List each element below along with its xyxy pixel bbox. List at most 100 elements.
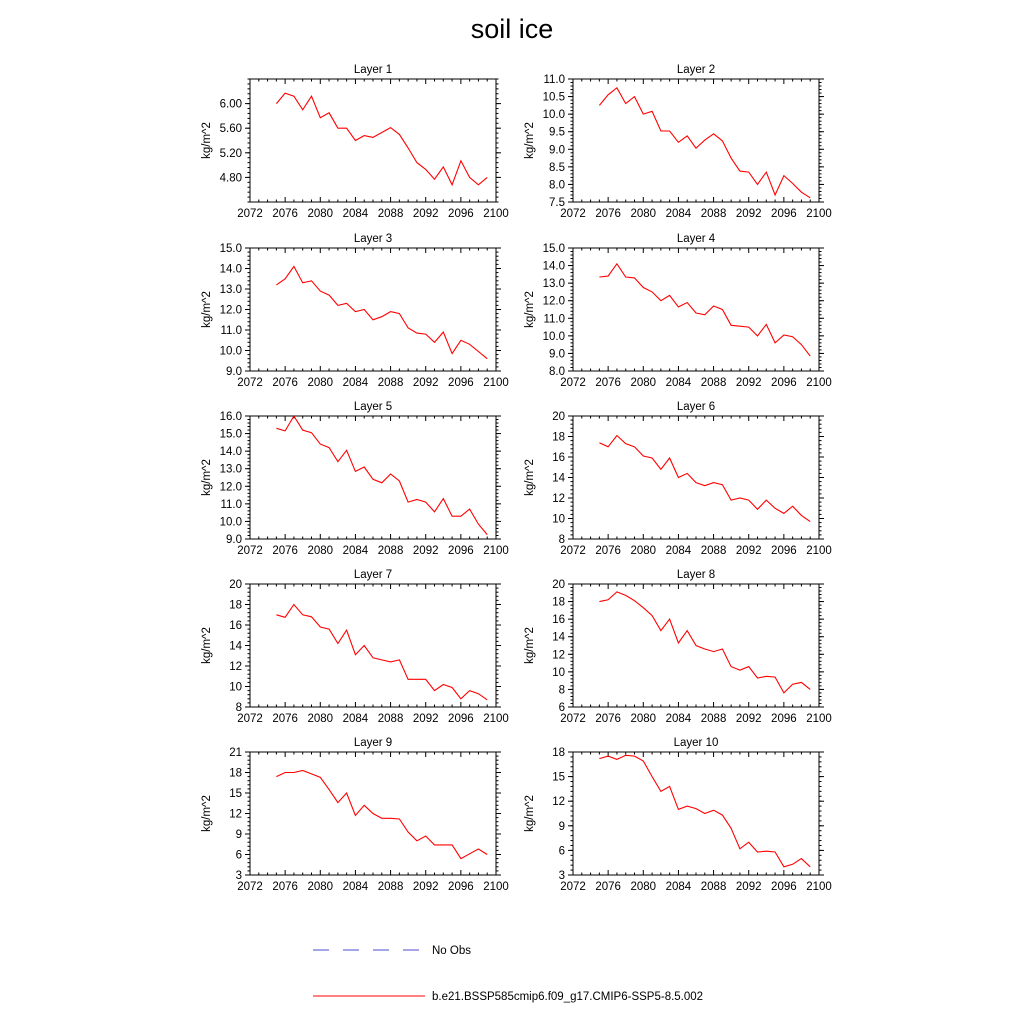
- y-tick-label: 15: [552, 772, 565, 784]
- x-tick-label: 2072: [560, 713, 586, 725]
- x-tick-label: 2088: [378, 881, 404, 893]
- panel-title: Layer 8: [677, 569, 715, 581]
- y-tick-label: 18: [552, 597, 565, 609]
- x-tick-label: 2072: [237, 713, 263, 725]
- y-axis-label: kg/m^2: [201, 459, 213, 496]
- x-tick-label: 2084: [343, 377, 369, 389]
- x-tick-label: 2072: [237, 881, 263, 893]
- panel-6: Layer 6 2072 2076 2080 2084 2088 2092 2096 2100 8…: [524, 401, 832, 557]
- x-tick-label: 2084: [666, 377, 692, 389]
- x-tick-label: 2076: [595, 208, 621, 220]
- x-tick-label: 2072: [237, 208, 263, 220]
- x-tick-label: 2100: [806, 881, 832, 893]
- y-tick-label: 12: [229, 661, 242, 673]
- panel-8: Layer 8 2072 2076 2080 2084 2088 2092 2096 2100 6…: [524, 569, 832, 725]
- y-tick-label: 16: [552, 614, 565, 626]
- series-line: [599, 434, 811, 523]
- y-axis-label: kg/m^2: [524, 291, 536, 328]
- panel-7: Layer 7 2072 2076 2080 2084 2088 2092 2096 2100 8…: [201, 569, 509, 725]
- x-tick-label: 2084: [343, 545, 369, 557]
- x-tick-label: 2084: [666, 545, 692, 557]
- y-axis-label: kg/m^2: [524, 122, 536, 159]
- y-tick-label: 15.0: [220, 429, 242, 441]
- panel-3: Layer 3 2072 2076 2080 2084 2088 2092 2096 2100 9…: [201, 233, 509, 389]
- series-line: [599, 754, 811, 868]
- y-axis-label: kg/m^2: [524, 459, 536, 496]
- y-tick-label: 20: [229, 579, 242, 591]
- y-tick-label: 8: [559, 534, 565, 546]
- x-tick-label: 2092: [413, 713, 439, 725]
- y-tick-label: 20: [552, 411, 565, 423]
- series-line: [276, 603, 488, 701]
- y-tick-label: 18: [552, 432, 565, 444]
- x-tick-label: 2088: [701, 377, 727, 389]
- x-tick-label: 2088: [701, 881, 727, 893]
- series-line: [276, 265, 488, 360]
- x-tick-label: 2100: [806, 208, 832, 220]
- x-tick-label: 2072: [560, 881, 586, 893]
- x-tick-label: 2096: [448, 881, 474, 893]
- y-tick-label: 9.5: [549, 127, 565, 139]
- x-tick-label: 2096: [771, 377, 797, 389]
- panel-title: Layer 5: [354, 401, 392, 413]
- x-tick-label: 2092: [736, 881, 762, 893]
- x-tick-label: 2092: [413, 545, 439, 557]
- y-tick-label: 12: [229, 809, 242, 821]
- panel-title: Layer 3: [354, 233, 392, 245]
- x-tick-label: 2084: [343, 881, 369, 893]
- y-tick-label: 8.5: [549, 162, 565, 174]
- x-tick-label: 2100: [483, 377, 509, 389]
- y-tick-label: 18: [552, 747, 565, 759]
- y-tick-label: 14: [552, 632, 565, 644]
- x-tick-label: 2076: [272, 713, 298, 725]
- x-tick-label: 2072: [560, 377, 586, 389]
- y-tick-label: 9.0: [226, 534, 242, 546]
- x-tick-label: 2076: [595, 545, 621, 557]
- y-tick-label: 10: [552, 514, 565, 526]
- x-tick-label: 2092: [736, 713, 762, 725]
- series-line: [276, 414, 488, 535]
- y-tick-label: 11.0: [220, 325, 242, 337]
- y-tick-label: 15.0: [220, 243, 242, 255]
- y-tick-label: 16: [552, 452, 565, 464]
- x-tick-label: 2084: [343, 713, 369, 725]
- x-tick-label: 2080: [307, 881, 333, 893]
- y-tick-label: 11.0: [220, 499, 242, 511]
- x-tick-label: 2076: [272, 545, 298, 557]
- x-tick-label: 2080: [630, 881, 656, 893]
- x-tick-label: 2072: [560, 208, 586, 220]
- x-tick-label: 2084: [666, 881, 692, 893]
- x-tick-label: 2080: [307, 208, 333, 220]
- y-tick-label: 14.0: [543, 261, 565, 273]
- y-tick-label: 8: [559, 684, 565, 696]
- panel-2: Layer 2 2072 2076 2080 2084 2088 2092 2096 2100 7…: [524, 64, 832, 220]
- y-tick-label: 10.0: [220, 346, 242, 358]
- y-tick-label: 13.0: [220, 464, 242, 476]
- legend-label-model: b.e21.BSSP585cmip6.f09_g17.CMIP6-SSP5-8.…: [432, 991, 703, 1003]
- x-tick-label: 2076: [272, 881, 298, 893]
- x-tick-label: 2088: [701, 545, 727, 557]
- y-tick-label: 14: [552, 473, 565, 485]
- x-tick-label: 2088: [378, 377, 404, 389]
- x-tick-label: 2092: [413, 208, 439, 220]
- y-tick-label: 12: [552, 493, 565, 505]
- x-tick-label: 2092: [413, 881, 439, 893]
- x-tick-label: 2096: [771, 881, 797, 893]
- panel-1: Layer 1 2072 2076 2080 2084 2088 2092 2096 2100 4…: [201, 64, 509, 220]
- y-tick-label: 18: [229, 600, 242, 612]
- legend: No Obs b.e21.BSSP585cmip6.f09_g17.CMIP6-S…: [313, 945, 703, 1003]
- x-tick-label: 2100: [483, 881, 509, 893]
- y-tick-label: 11.0: [543, 313, 565, 325]
- y-tick-label: 16.0: [220, 411, 242, 423]
- x-tick-label: 2088: [378, 713, 404, 725]
- panel-frame: [572, 415, 820, 540]
- x-tick-label: 2080: [307, 713, 333, 725]
- y-tick-label: 20: [552, 579, 565, 591]
- y-tick-label: 8.0: [549, 366, 565, 378]
- y-tick-label: 9: [559, 821, 565, 833]
- x-tick-label: 2084: [666, 208, 692, 220]
- panel-title: Layer 4: [677, 233, 716, 245]
- x-tick-label: 2088: [378, 208, 404, 220]
- y-tick-label: 14: [229, 641, 242, 653]
